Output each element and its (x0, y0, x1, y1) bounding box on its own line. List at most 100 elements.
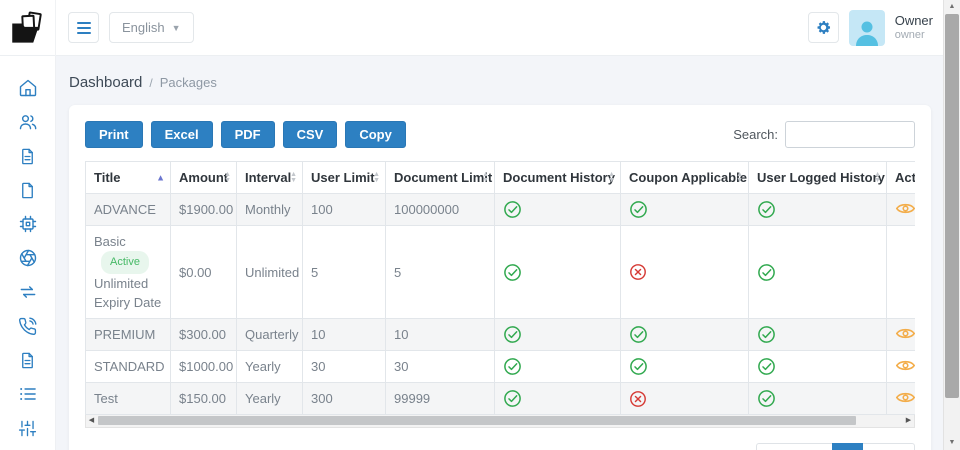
user-avatar[interactable] (848, 9, 885, 46)
column-header-document-limit[interactable]: Document Limit ▲ ▼ (385, 161, 495, 194)
sidebar-item-document-icon[interactable] (15, 350, 41, 370)
sidebar-item-sliders-icon[interactable] (15, 418, 41, 438)
cpu-icon (19, 215, 36, 233)
column-header-document-history[interactable]: Document History ▲ ▼ (494, 161, 621, 194)
search-input[interactable] (785, 121, 915, 148)
language-selector[interactable]: English ▼ (109, 12, 194, 43)
check-circle-icon (757, 389, 878, 408)
column-label: Title (94, 170, 121, 185)
table-row: BasicActive Unlimited Expiry Date $0.00 Unli… (85, 225, 915, 319)
cell-document-limit: 100000000 (385, 193, 495, 226)
search-control: Search: (733, 121, 915, 148)
column-header-coupon-applicable[interactable]: Coupon Applicable ▲ ▼ (620, 161, 749, 194)
column-header-title[interactable]: Title ▲ (85, 161, 171, 194)
sidebar-item-home-icon[interactable] (15, 78, 41, 98)
view-eye-icon[interactable] (895, 201, 915, 216)
copy-button[interactable]: Copy (345, 121, 406, 148)
cell-action (886, 318, 915, 351)
pagination-page-1-button[interactable]: 1 (832, 443, 864, 450)
user-role: owner (894, 28, 925, 41)
vertical-scroll-thumb[interactable] (945, 14, 959, 398)
sidebar-nav (0, 56, 56, 450)
table-row: ADVANCE $1900.00 Monthly 100 100000000 (85, 193, 915, 226)
check-circle-icon (629, 200, 740, 219)
vertical-scrollbar[interactable]: ▲ ▼ (943, 0, 960, 450)
column-label: Amount (179, 170, 229, 185)
cell-user-logged-history (748, 193, 887, 226)
home-icon (19, 79, 36, 97)
package-title: PREMIUM (94, 327, 156, 342)
cell-document-limit: 10 (385, 318, 495, 351)
search-label: Search: (733, 127, 778, 142)
cell-document-history (494, 350, 621, 383)
app-logo[interactable] (0, 0, 56, 56)
sidebar-item-aperture-icon[interactable] (15, 248, 41, 268)
x-circle-icon (629, 263, 740, 281)
scroll-right-arrow-icon[interactable]: ▶ (905, 417, 912, 424)
cell-amount: $1000.00 (170, 350, 237, 383)
cell-coupon-applicable (620, 350, 749, 383)
sidebar-item-list-icon[interactable] (15, 384, 41, 404)
horizontal-scroll-thumb[interactable] (98, 416, 856, 425)
pagination-previous-button[interactable]: Previous (756, 443, 833, 450)
gear-icon (817, 21, 830, 34)
cell-action (886, 382, 915, 415)
check-circle-icon (757, 357, 878, 376)
table-row: PREMIUM $300.00 Quarterly 10 10 (85, 318, 915, 351)
scroll-left-arrow-icon[interactable]: ◀ (88, 417, 95, 424)
sort-both-icon: ▲ ▼ (736, 170, 743, 184)
column-header-user-limit[interactable]: User Limit ▲ ▼ (302, 161, 386, 194)
column-label: Action (895, 170, 915, 185)
cell-user-logged-history (748, 318, 887, 351)
excel-button[interactable]: Excel (150, 121, 213, 148)
csv-button[interactable]: CSV (282, 121, 338, 148)
column-label: Document Limit (394, 170, 493, 185)
sidebar-item-cpu-icon[interactable] (15, 214, 41, 234)
view-eye-icon[interactable] (895, 390, 915, 405)
cell-interval: Yearly (236, 382, 303, 415)
check-circle-icon (503, 325, 612, 344)
cell-action (886, 350, 915, 383)
cell-coupon-applicable (620, 193, 749, 226)
breadcrumb-dashboard[interactable]: Dashboard (69, 74, 143, 91)
package-title: Basic (94, 234, 126, 249)
scroll-up-arrow-icon[interactable]: ▲ (948, 3, 956, 10)
status-badge: Active (101, 251, 149, 274)
user-name: Owner (894, 12, 933, 28)
view-eye-icon[interactable] (895, 326, 915, 341)
sort-both-icon: ▲ ▼ (608, 170, 615, 184)
main-content: Dashboard / Packages Print Excel PDF CSV Cop… (56, 56, 943, 450)
pagination-next-button[interactable]: Next (863, 443, 915, 450)
title-subline: Expiry Date (94, 295, 162, 310)
cell-user-logged-history (748, 382, 887, 415)
file-icon (22, 182, 33, 198)
scroll-down-arrow-icon[interactable]: ▼ (948, 439, 956, 446)
cell-document-history (494, 225, 621, 319)
cell-amount: $150.00 (170, 382, 237, 415)
column-header-action[interactable]: Action (886, 161, 915, 194)
settings-button[interactable] (807, 12, 839, 43)
sidebar-item-users-icon[interactable] (15, 112, 41, 132)
sidebar-item-file-icon[interactable] (15, 180, 41, 200)
pdf-button[interactable]: PDF (220, 121, 275, 148)
users-icon (19, 115, 36, 130)
cell-coupon-applicable (620, 382, 749, 415)
column-label: Interval (245, 170, 292, 185)
sort-both-icon: ▲ ▼ (373, 170, 380, 184)
packages-table: Title ▲ Amount ▲ ▼ Interval ▲ ▼ User Limit ▲ ▼ Docu… (85, 161, 915, 415)
horizontal-scrollbar[interactable]: ◀ ▶ (85, 415, 915, 428)
cell-user-logged-history (748, 350, 887, 383)
sidebar-item-transfer-icon[interactable] (15, 282, 41, 302)
cell-action (886, 193, 915, 226)
column-header-amount[interactable]: Amount ▲ ▼ (170, 161, 237, 194)
sidebar-item-file-text-icon[interactable] (15, 146, 41, 166)
column-header-interval[interactable]: Interval ▲ ▼ (236, 161, 303, 194)
view-eye-icon[interactable] (895, 358, 915, 373)
cell-user-logged-history (748, 225, 887, 319)
sidebar-toggle-button[interactable] (68, 12, 99, 43)
check-circle-icon (503, 389, 612, 408)
sidebar-item-phone-icon[interactable] (15, 316, 41, 336)
print-button[interactable]: Print (85, 121, 143, 148)
column-header-user-logged-history[interactable]: User Logged History ▲ ▼ (748, 161, 887, 194)
check-circle-icon (757, 325, 878, 344)
